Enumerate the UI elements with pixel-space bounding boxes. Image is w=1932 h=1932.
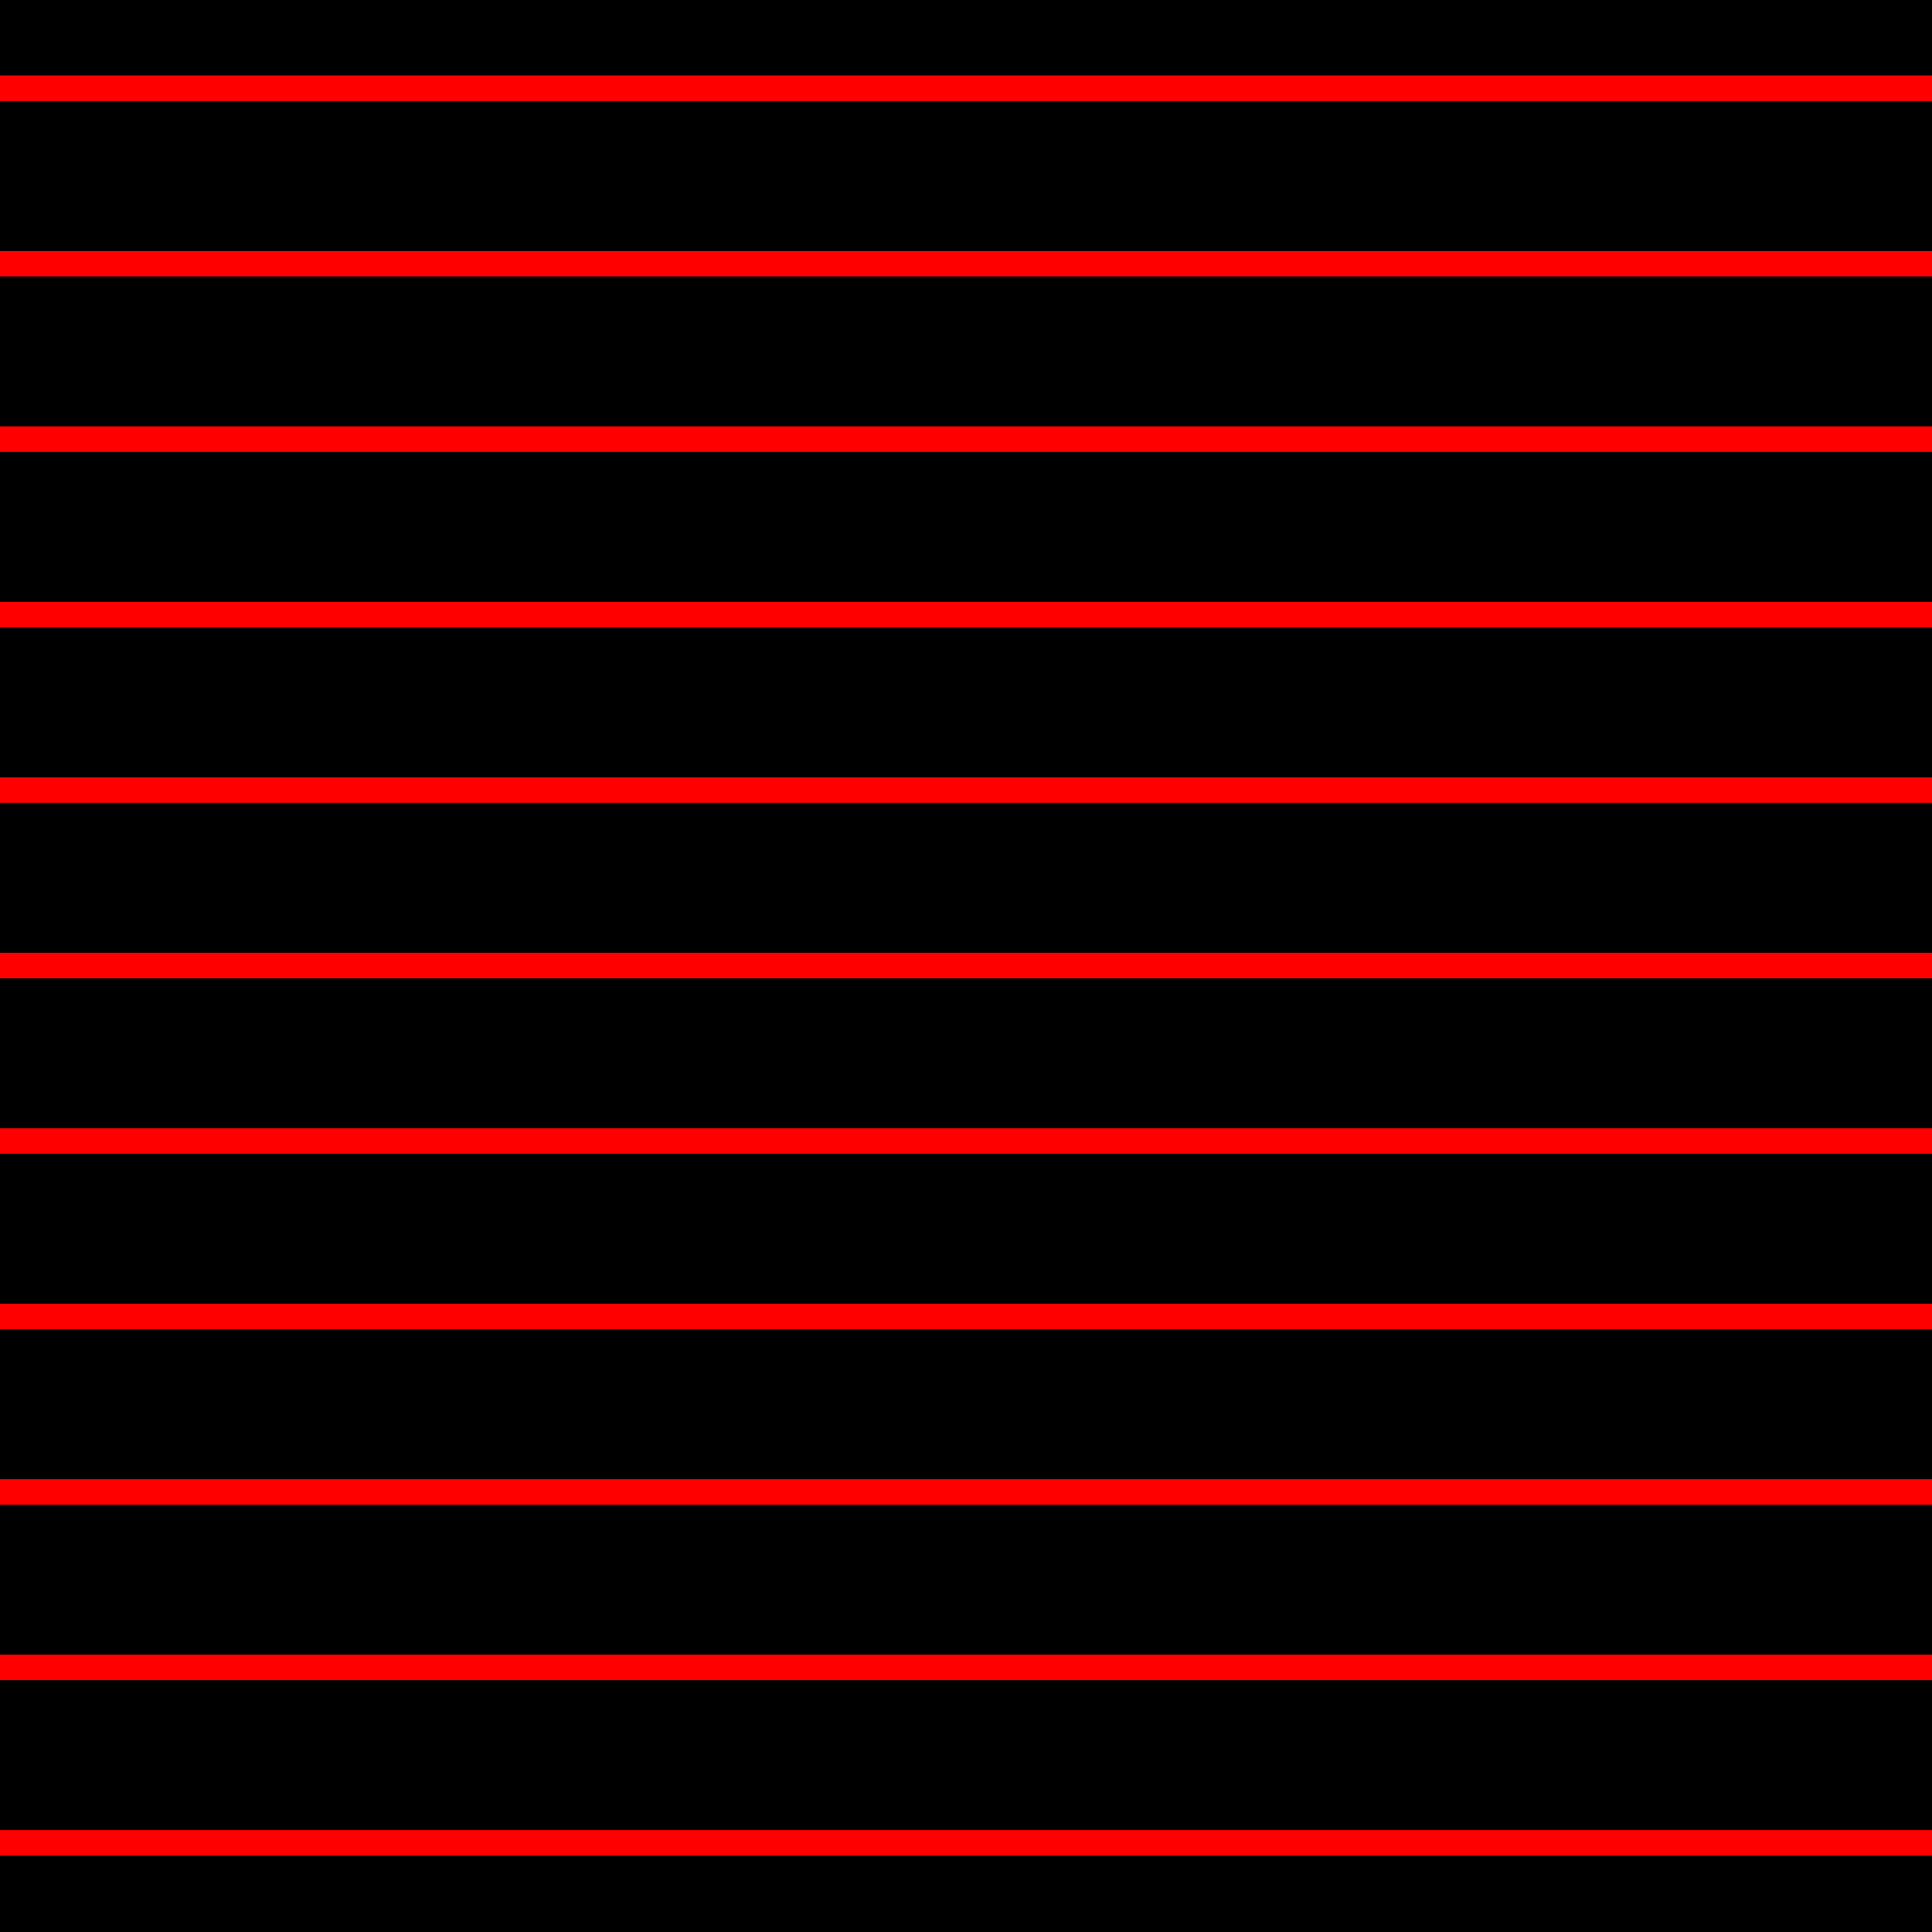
red-stripe (0, 1655, 1932, 1680)
red-stripe (0, 1304, 1932, 1329)
red-stripe (0, 1479, 1932, 1505)
red-stripe (0, 1128, 1932, 1154)
red-stripe (0, 426, 1932, 452)
red-stripe (0, 1830, 1932, 1856)
red-stripe (0, 953, 1932, 978)
red-stripe (0, 75, 1932, 101)
red-stripe (0, 602, 1932, 627)
red-stripe (0, 251, 1932, 276)
red-stripe (0, 777, 1932, 803)
